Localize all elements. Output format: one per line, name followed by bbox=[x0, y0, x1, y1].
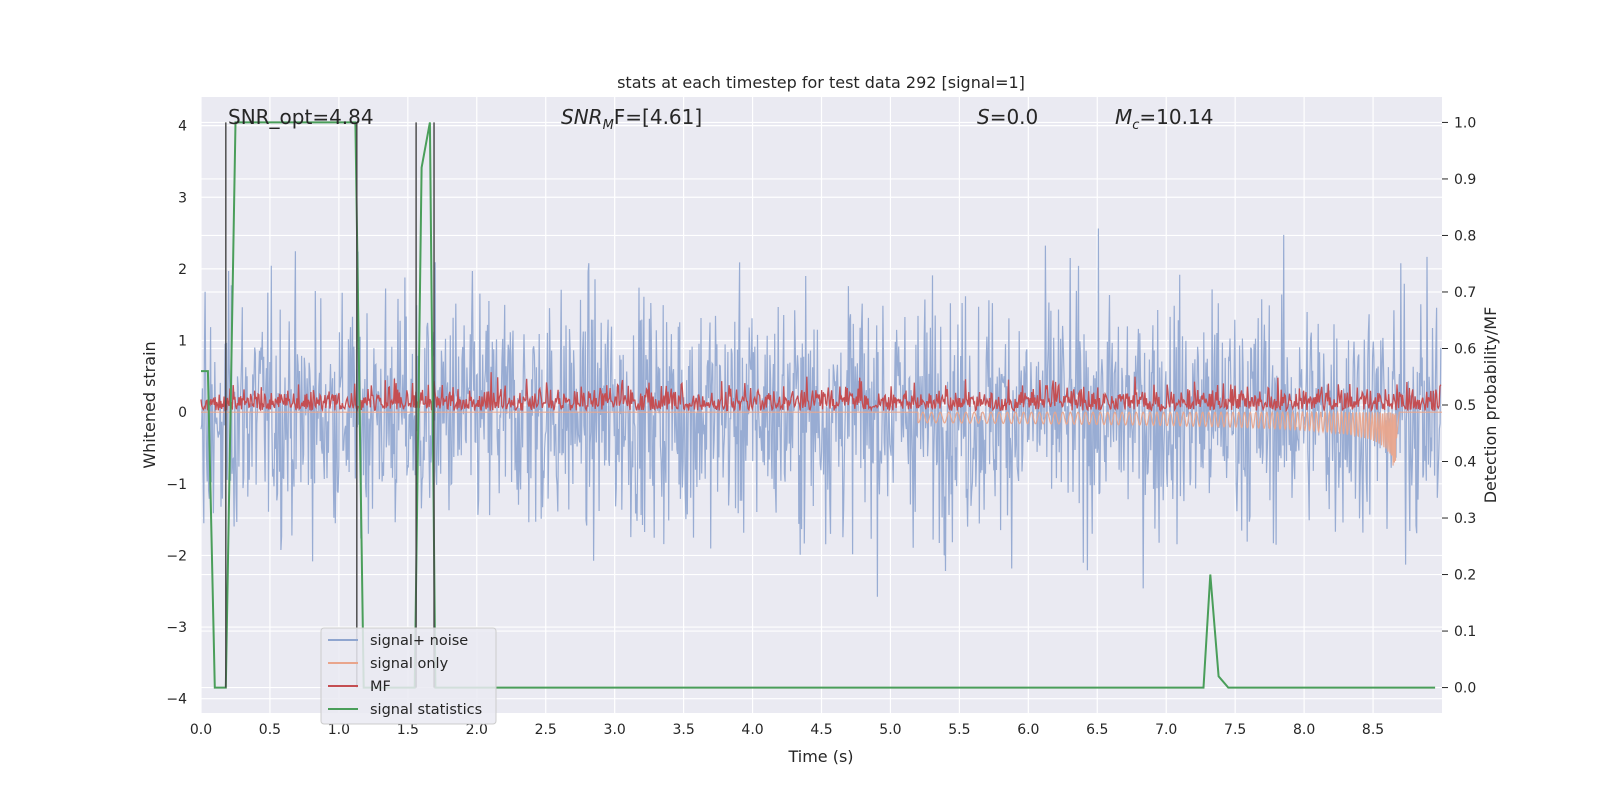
y-right-tick-label: 0.8 bbox=[1454, 228, 1476, 244]
y-right-tick-label: 0.2 bbox=[1454, 568, 1476, 584]
detection-markers bbox=[225, 122, 435, 688]
y-left-tick-label: 2 bbox=[178, 262, 187, 278]
y-left-tick-label: 0 bbox=[178, 405, 187, 421]
y-right-tick-label: 0.6 bbox=[1454, 341, 1476, 357]
series-mf bbox=[200, 372, 1442, 413]
annotation-mc: Mc=10.14 bbox=[1115, 105, 1213, 133]
x-tick-label: 3.5 bbox=[672, 722, 694, 738]
y-right-tick-label: 1.0 bbox=[1454, 115, 1476, 131]
line-mf bbox=[200, 372, 1442, 413]
y-axis-right-ticks: 0.0 0.1 0.2 0.3 0.4 0.5 0.6 0.7 0.8 0.9 1.0 bbox=[1442, 115, 1476, 697]
y-right-tick-label: 0.0 bbox=[1454, 681, 1476, 697]
y-left-tick-label: −4 bbox=[166, 692, 187, 708]
legend-label-signal-statistics: signal statistics bbox=[370, 702, 482, 718]
y-left-tick-label: −1 bbox=[166, 477, 187, 493]
y-left-tick-label: 1 bbox=[178, 334, 187, 350]
x-tick-label: 0.0 bbox=[190, 722, 212, 738]
legend-label-mf: MF bbox=[370, 679, 391, 695]
annotation-s: S=0.0 bbox=[977, 105, 1038, 129]
annotation-snr-mf: SNRMF=[4.61] bbox=[561, 105, 702, 133]
legend-label-signal-plus-noise: signal+ noise bbox=[370, 633, 468, 649]
line-signal-statistics bbox=[201, 121, 1436, 689]
y-axis-right-label: Detection probability/MF bbox=[1481, 307, 1500, 504]
y-axis-left-label: Whitened strain bbox=[140, 341, 159, 468]
mc-rest: =10.14 bbox=[1139, 105, 1213, 129]
s-base: S bbox=[977, 105, 990, 129]
x-tick-label: 0.5 bbox=[259, 722, 281, 738]
chart-title: stats at each timestep for test data 292… bbox=[617, 73, 1025, 92]
y-right-tick-label: 0.1 bbox=[1454, 624, 1476, 640]
y-right-tick-label: 0.9 bbox=[1454, 172, 1476, 188]
annotation-snr-opt: SNR_opt=4.84 bbox=[228, 105, 374, 129]
x-axis-label: Time (s) bbox=[787, 747, 853, 766]
x-tick-label: 7.5 bbox=[1224, 722, 1246, 738]
line-signal-only bbox=[201, 409, 1442, 466]
y-right-tick-label: 0.3 bbox=[1454, 511, 1476, 527]
y-axis-left-ticks: −4 −3 −2 −1 0 1 2 3 4 bbox=[166, 119, 187, 708]
x-tick-label: 2.0 bbox=[466, 722, 488, 738]
x-tick-label: 6.0 bbox=[1017, 722, 1039, 738]
mc-base: M bbox=[1115, 105, 1132, 129]
x-tick-label: 2.5 bbox=[535, 722, 557, 738]
legend: signal+ noise signal only MF signal stat… bbox=[320, 627, 497, 725]
x-tick-label: 4.0 bbox=[741, 722, 763, 738]
series-signal-statistics bbox=[201, 121, 1436, 689]
x-tick-label: 3.0 bbox=[604, 722, 626, 738]
x-tick-label: 1.5 bbox=[397, 722, 419, 738]
s-rest: =0.0 bbox=[990, 105, 1039, 129]
snr-mf-rest: F=[4.61] bbox=[614, 105, 702, 129]
y-left-tick-label: 4 bbox=[178, 119, 187, 135]
x-tick-label: 6.5 bbox=[1086, 722, 1108, 738]
y-right-tick-label: 0.7 bbox=[1454, 285, 1476, 301]
y-left-tick-label: −3 bbox=[166, 620, 187, 636]
x-tick-label: 8.5 bbox=[1362, 722, 1384, 738]
x-tick-label: 7.0 bbox=[1155, 722, 1177, 738]
snr-mf-base: SNR bbox=[561, 105, 603, 129]
x-tick-label: 5.0 bbox=[879, 722, 901, 738]
x-tick-label: 5.5 bbox=[948, 722, 970, 738]
y-left-tick-label: −2 bbox=[166, 548, 187, 564]
line-signal-plus-noise bbox=[200, 228, 1442, 597]
x-tick-label: 8.0 bbox=[1293, 722, 1315, 738]
snr-mf-sub: M bbox=[603, 118, 614, 133]
y-left-tick-label: 3 bbox=[178, 190, 187, 206]
y-right-tick-label: 0.4 bbox=[1454, 455, 1476, 471]
legend-box bbox=[320, 627, 497, 725]
legend-label-signal-only: signal only bbox=[370, 656, 449, 672]
series-signal-only bbox=[201, 409, 1442, 466]
x-tick-label: 4.5 bbox=[810, 722, 832, 738]
mc-sub: c bbox=[1132, 118, 1139, 133]
y-right-tick-label: 0.5 bbox=[1454, 398, 1476, 414]
x-tick-label: 1.0 bbox=[328, 722, 350, 738]
series-signal-plus-noise bbox=[200, 228, 1442, 597]
x-axis-ticks: 0.0 0.5 1.0 1.5 2.0 2.5 3.0 3.5 4.0 4.5 5.0 5.5 6.0 6… bbox=[190, 722, 1384, 738]
